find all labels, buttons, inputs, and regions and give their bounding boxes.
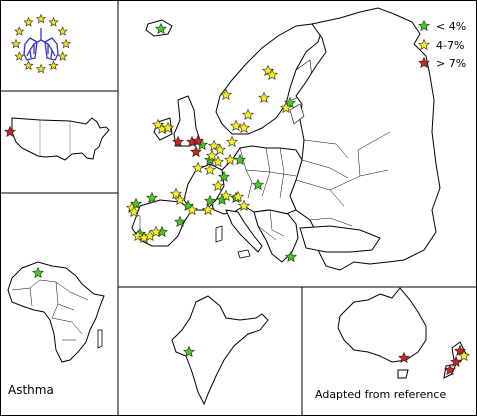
marker-india-2 <box>183 345 195 358</box>
marker-europe-mid-13 <box>226 135 238 148</box>
marker-europe-mid-16 <box>170 187 182 200</box>
marker-europe-low-0 <box>155 22 167 35</box>
marker-europe-high-2 <box>192 134 204 147</box>
marker-europe-mid-17 <box>174 193 186 206</box>
legend-marker-1 <box>418 38 430 51</box>
emblem-star-icon <box>35 63 47 74</box>
marker-aus-3 <box>398 351 410 364</box>
marker-europe-mid-1 <box>266 68 278 81</box>
marker-europe-mid-2 <box>220 88 232 101</box>
africa-panel-label: Asthma <box>8 383 54 397</box>
emblem-star-icon <box>48 60 59 70</box>
marker-europe-mid-30 <box>162 121 174 134</box>
marker-aus-4 <box>454 344 466 357</box>
marker-europe-mid-31 <box>150 225 162 238</box>
marker-europe-mid-8 <box>214 143 226 156</box>
marker-europe-mid-10 <box>212 155 224 168</box>
emblem-star-icon <box>14 26 25 36</box>
emblem-star-icon <box>48 17 59 27</box>
marker-aus-6 <box>444 363 456 376</box>
emblem-star-icon <box>23 60 34 70</box>
marker-europe-mid-20 <box>220 189 232 202</box>
emblem-star-icon <box>23 17 34 27</box>
marker-europe-low-13 <box>174 215 186 228</box>
legend-label-mid: 4-7% <box>436 39 464 52</box>
india-map <box>171 295 269 406</box>
legend: < 4% 4-7% > 7% <box>418 19 466 70</box>
legend-marker-2 <box>418 56 430 69</box>
marker-europe-low-9 <box>146 191 158 204</box>
marker-europe-mid-11 <box>204 163 216 176</box>
marker-europe-mid-24 <box>128 205 140 218</box>
marker-europe-mid-9 <box>206 149 218 162</box>
marker-europe-mid-5 <box>238 121 250 134</box>
marker-europe-low-4 <box>252 178 264 191</box>
marker-usa-0 <box>4 125 16 138</box>
marker-europe-low-3 <box>218 170 230 183</box>
marker-europe-low-6 <box>204 194 216 207</box>
emblem-star-icon <box>10 38 22 49</box>
emblem-icon <box>10 13 72 74</box>
marker-europe-mid-18 <box>186 203 198 216</box>
africa-map <box>7 261 105 363</box>
marker-europe-mid-22 <box>238 199 250 212</box>
legend-label-low: < 4% <box>436 20 466 33</box>
legend-marker-0 <box>418 19 430 32</box>
marker-europe-low-2 <box>234 153 246 166</box>
marker-europe-mid-21 <box>232 190 244 203</box>
marker-africa-1 <box>32 266 44 279</box>
marker-aus-7 <box>458 349 470 362</box>
lungs-icon <box>23 28 59 61</box>
marker-europe-mid-19 <box>202 203 214 216</box>
usa-map <box>11 117 110 161</box>
marker-europe-low-1 <box>284 96 296 109</box>
marker-europe-mid-15 <box>212 179 224 192</box>
emblem-star-icon <box>14 51 25 61</box>
marker-aus-5 <box>450 355 462 368</box>
emblem-star-icon <box>57 51 68 61</box>
australia-panel-label: Adapted from reference <box>315 388 446 401</box>
emblem-star-icon <box>60 38 72 49</box>
australia-map <box>337 287 467 379</box>
marker-europe-mid-6 <box>230 119 242 132</box>
marker-europe-high-0 <box>172 135 184 148</box>
marker-europe-mid-32 <box>280 101 292 114</box>
emblem-star-icon <box>57 26 68 36</box>
marker-europe-high-3 <box>190 145 202 158</box>
marker-europe-low-5 <box>285 250 297 263</box>
marker-europe-mid-4 <box>242 108 254 121</box>
marker-europe-mid-12 <box>192 161 204 174</box>
marker-europe-mid-3 <box>258 91 270 104</box>
legend-label-high: > 7% <box>436 57 466 70</box>
marker-europe-mid-14 <box>224 153 236 166</box>
emblem-star-icon <box>35 13 47 24</box>
